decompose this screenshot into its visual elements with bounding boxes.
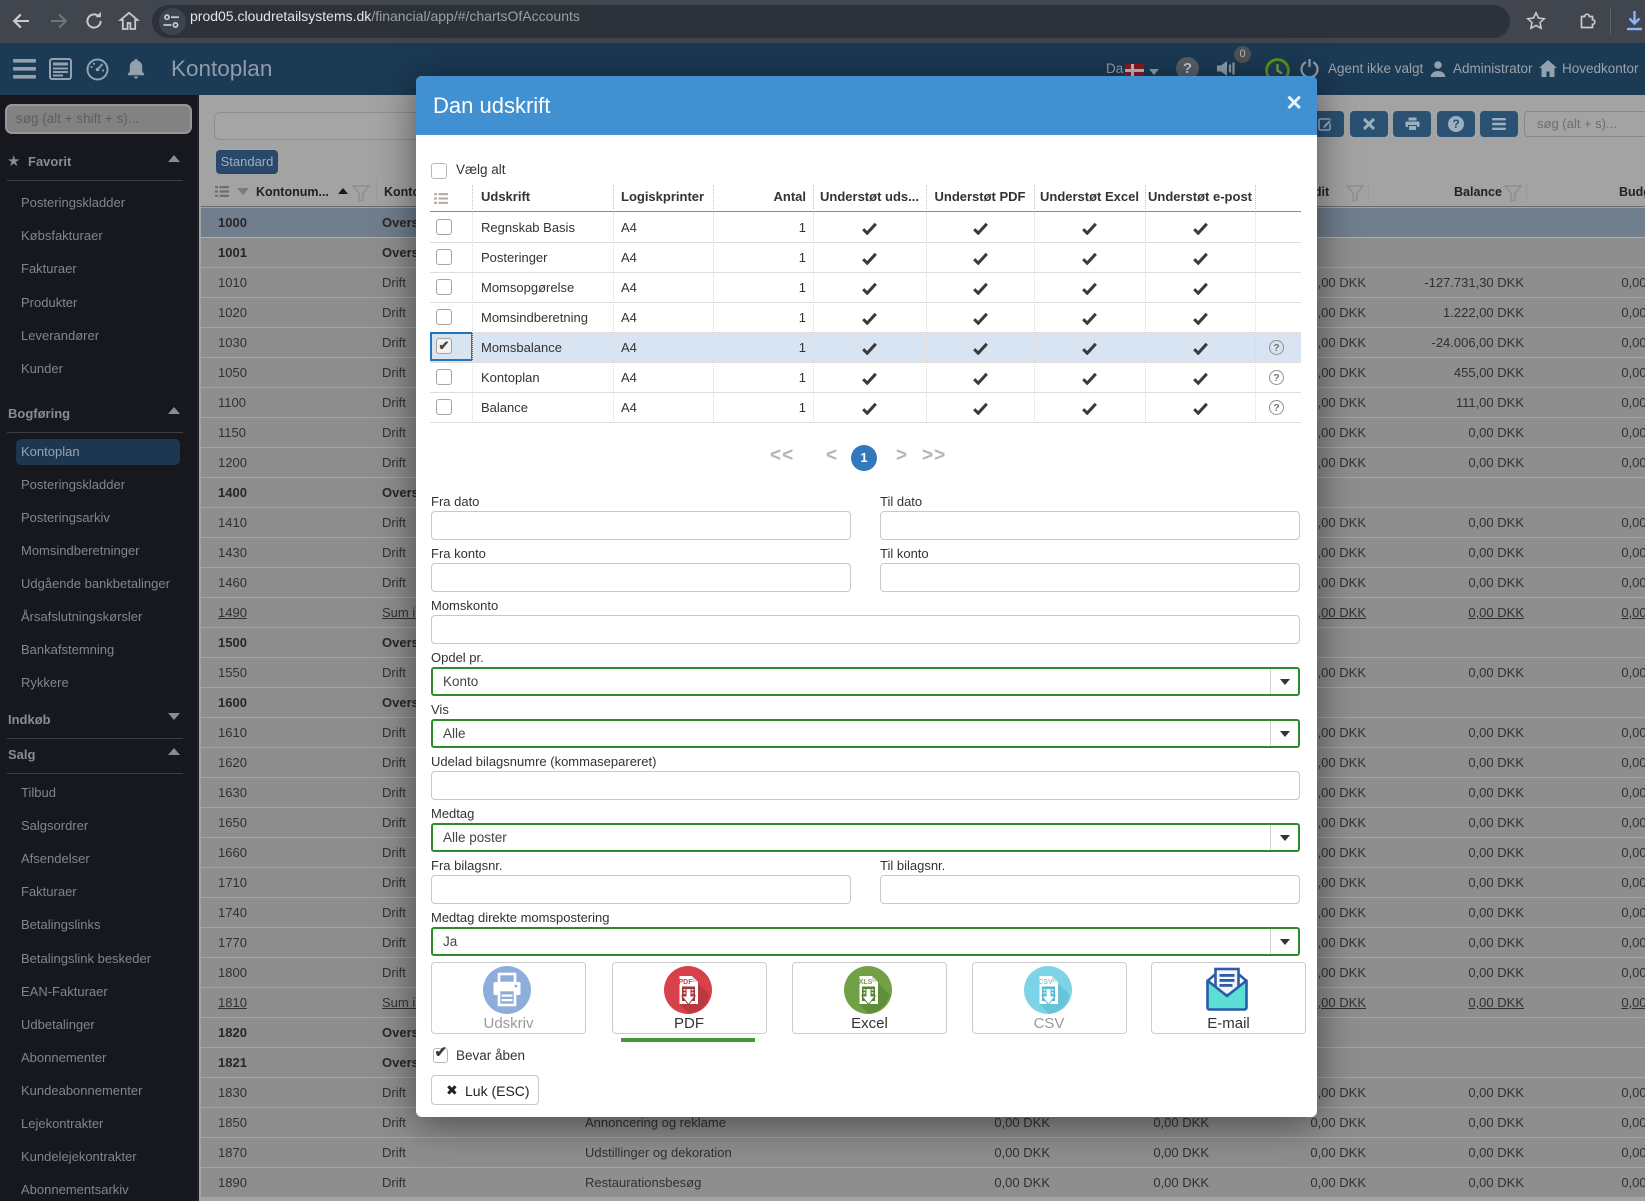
svg-text:PDF: PDF <box>678 979 693 986</box>
svg-text:XLS: XLS <box>859 979 873 986</box>
svg-text:CSV: CSV <box>1038 979 1053 986</box>
